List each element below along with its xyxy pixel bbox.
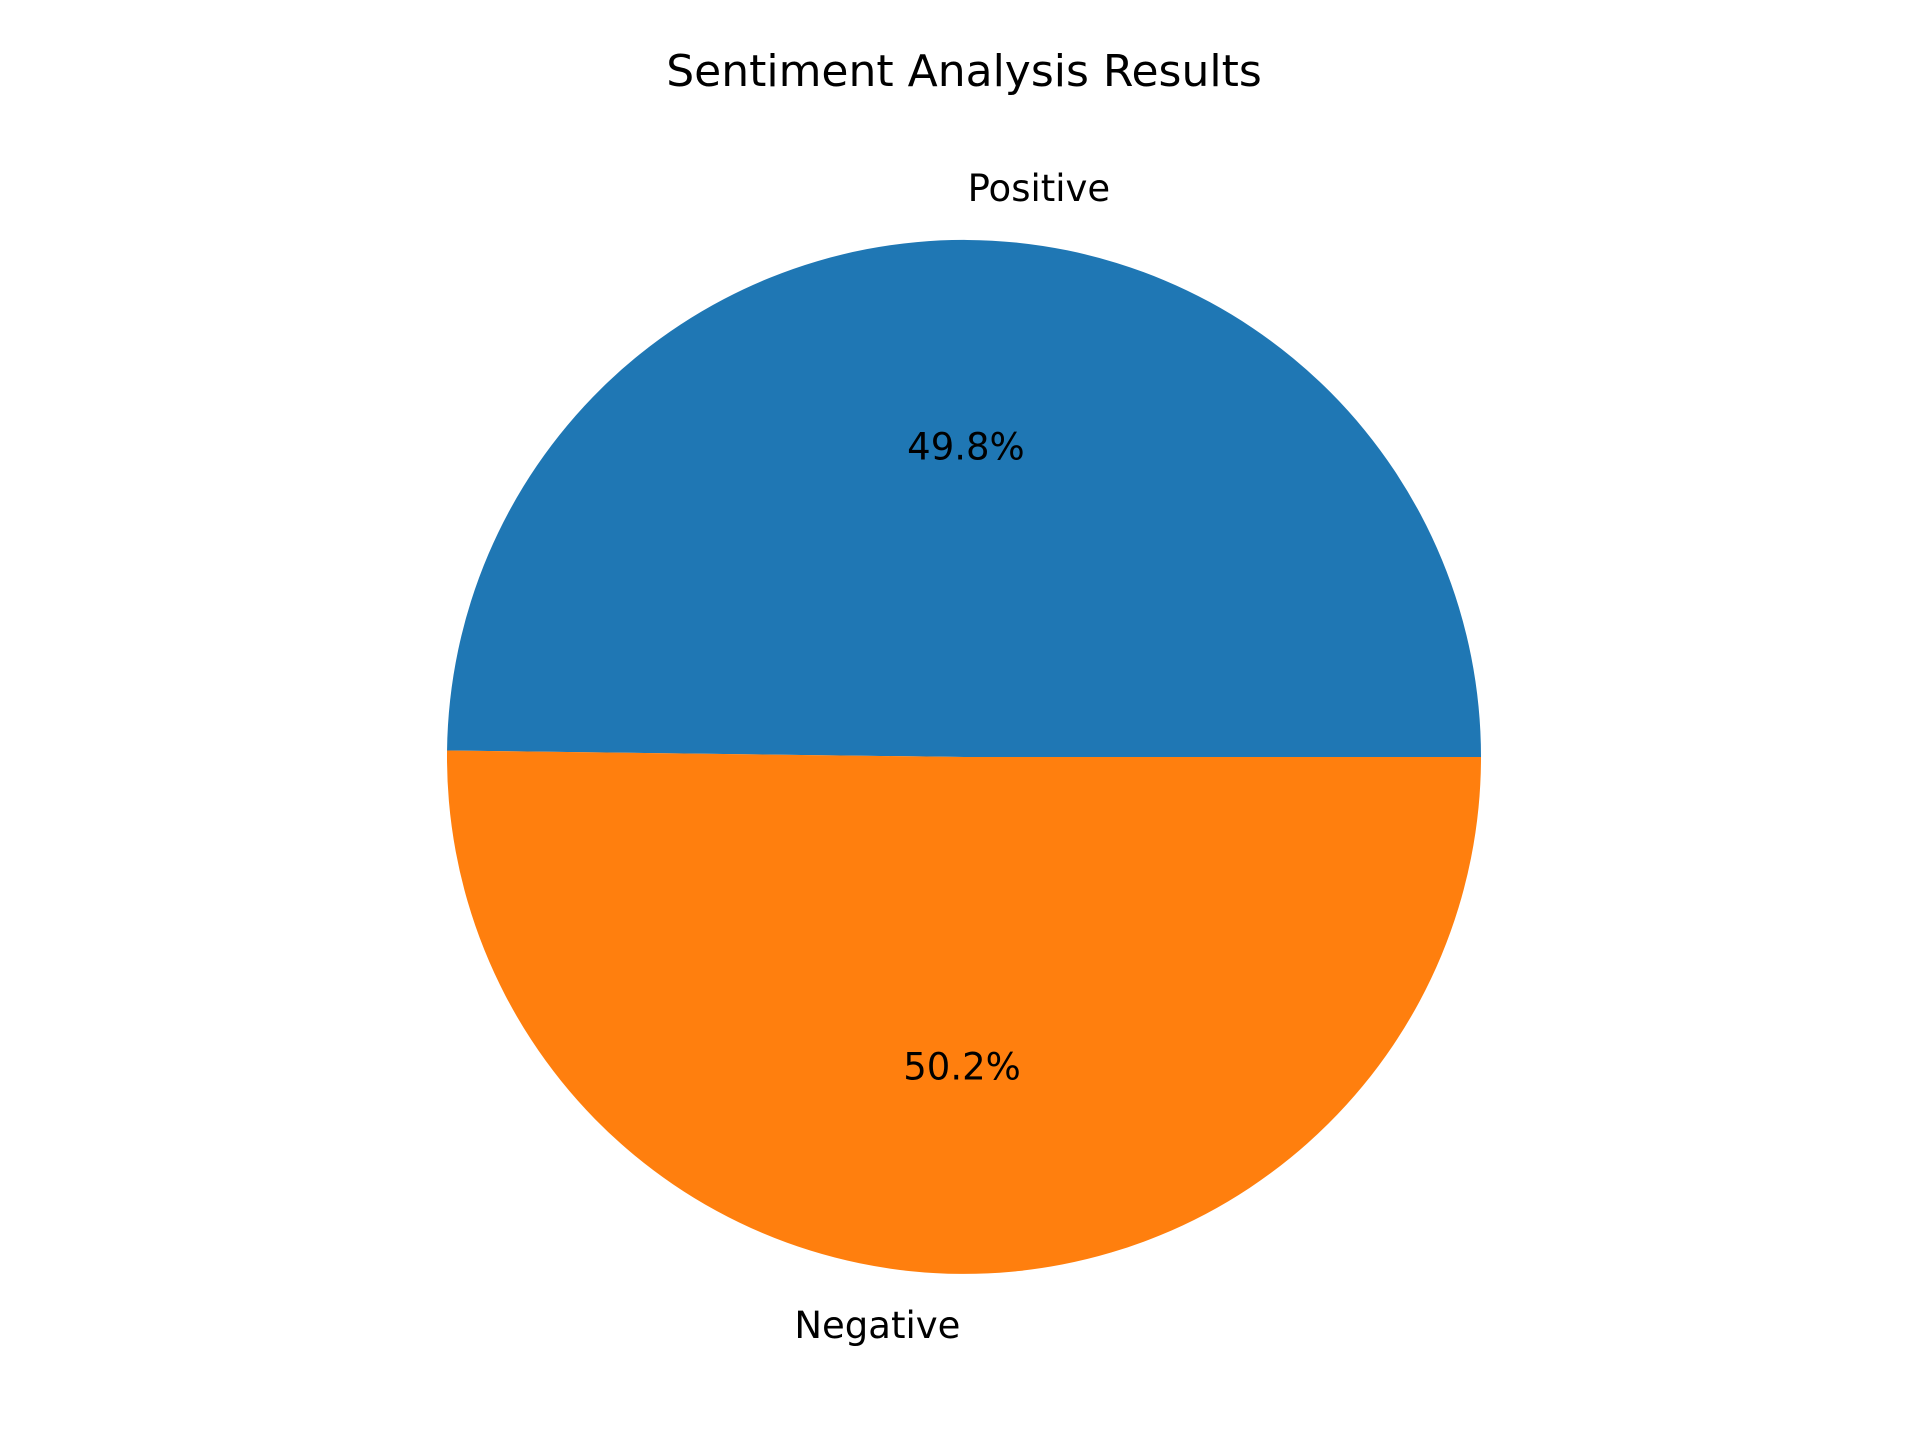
slice-label-negative: Negative bbox=[794, 1304, 960, 1347]
pie-slices bbox=[446, 239, 1481, 1274]
pie-labels: Positive 49.8% Negative 50.2% bbox=[794, 167, 1110, 1347]
slice-percent-positive: 49.8% bbox=[907, 425, 1025, 468]
slice-percent-negative: 50.2% bbox=[903, 1046, 1021, 1089]
slice-label-positive: Positive bbox=[968, 167, 1111, 210]
pie-slice-negative bbox=[446, 750, 1481, 1274]
chart-title: Sentiment Analysis Results bbox=[666, 46, 1262, 97]
pie-slice-positive bbox=[447, 239, 1481, 758]
